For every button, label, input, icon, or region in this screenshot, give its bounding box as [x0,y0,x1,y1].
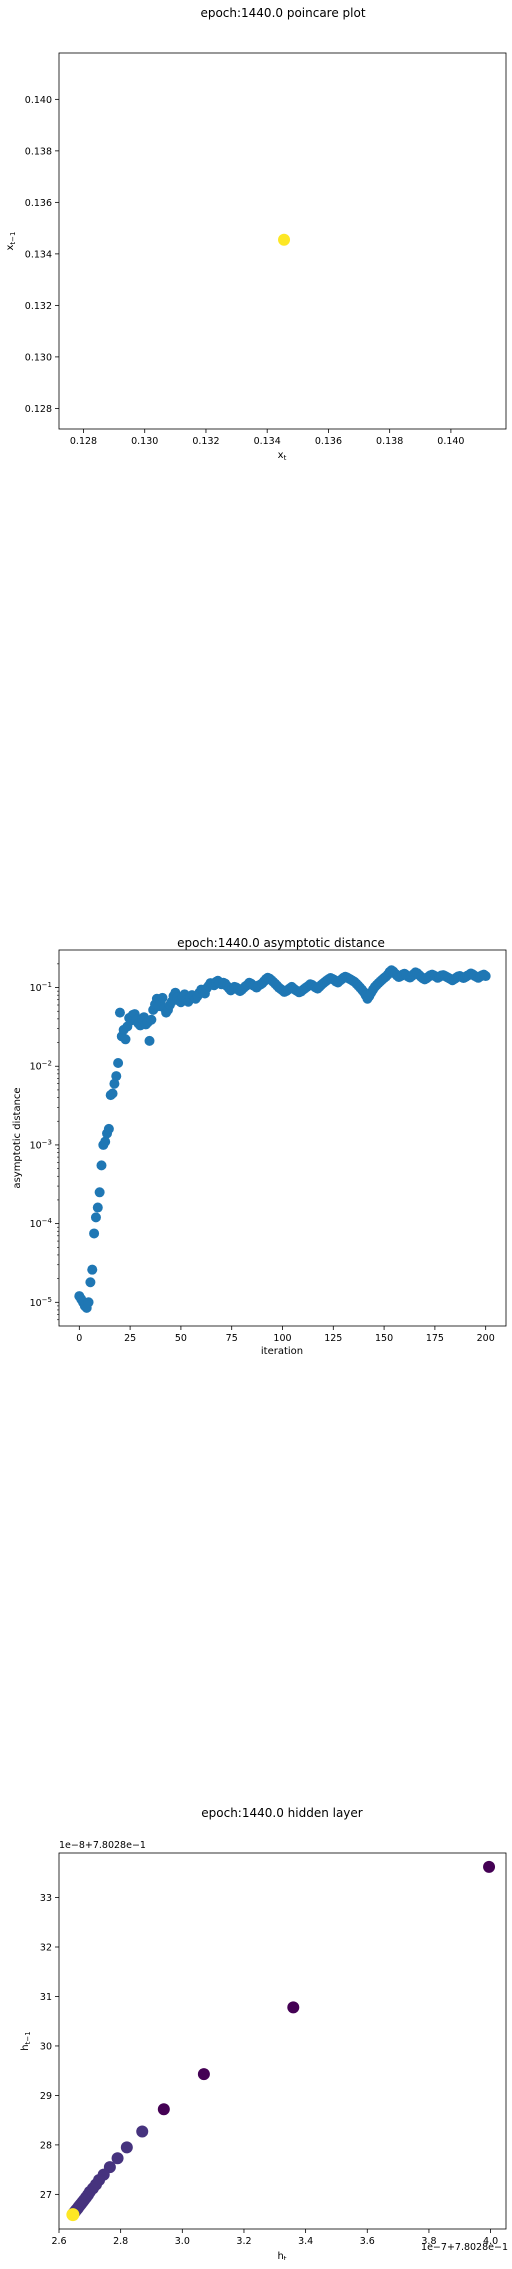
asymptotic-x-tick-label: 150 [375,1333,393,1344]
asymptotic-x-label: iteration [261,1346,303,1357]
poincare-y-tick-label: 0.140 [25,95,52,106]
poincare-y-tick-label: 0.132 [25,301,52,312]
hidden-point [483,1860,496,1873]
hidden-x-tick-label: 2.6 [51,2236,66,2247]
poincare-x-tick-label: 0.134 [254,436,281,447]
asymptotic-point [146,1014,157,1025]
asymptotic-point [85,1277,96,1288]
asymptotic-point [109,1078,120,1089]
hidden-y-tick-label: 31 [40,1992,52,2003]
asymptotic-point [144,1035,155,1046]
poincare-x-label: xt [278,450,287,462]
poincare-y-tick-label: 0.136 [25,198,52,209]
hidden-final-point [66,2208,80,2222]
poincare-point [278,233,291,246]
asymptotic-y-tick-label: 10−5 [30,1296,52,1309]
asymptotic-point [100,1136,111,1147]
asymptotic-point [120,1034,131,1045]
hidden-x-tick-label: 3.2 [236,2236,251,2247]
hidden-point [136,2125,149,2138]
asymptotic-x-tick-label: 50 [175,1333,187,1344]
hidden-y-tick-label: 30 [40,2041,52,2052]
asymptotic-point [103,1123,114,1134]
hidden-layer-chart: epoch:1440.0 hidden layer 1e−8+7.8028e−1… [20,1806,508,2260]
asymptotic-y-tick-label: 10−2 [30,1060,52,1073]
asymptotic-x-ticks: 0 25 50 75 100 125 150 175 200 [76,1326,495,1344]
hidden-x-tick-label: 3.8 [421,2236,436,2247]
hidden-point [120,2141,133,2154]
asymptotic-distance-title: epoch:1440.0 asymptotic distance [177,936,385,950]
asymptotic-x-tick-label: 25 [124,1333,136,1344]
hidden-x-tick-label: 2.8 [113,2236,128,2247]
poincare-plot-chart: epoch:1440.0 poincare plot 0.128 0.130 0.1… [5,6,507,462]
hidden-x-tick-label: 3.0 [175,2236,190,2247]
asymptotic-point [96,1160,107,1171]
poincare-x-tick-label: 0.130 [131,436,158,447]
asymptotic-point [111,1071,122,1082]
hidden-point [157,2103,170,2116]
asymptotic-points [74,965,491,1313]
hidden-layer-y-offset: 1e−8+7.8028e−1 [59,1840,146,1851]
asymptotic-y-tick-label: 10−4 [30,1217,53,1230]
hidden-y-ticks: 27 28 29 30 31 32 33 [40,1893,59,2201]
poincare-y-tick-label: 0.138 [25,146,52,157]
asymptotic-point [480,971,491,982]
poincare-x-ticks: 0.128 0.130 0.132 0.134 0.136 0.138 0.140 [70,429,464,447]
poincare-y-tick-label: 0.128 [25,404,52,415]
asymptotic-point [83,1297,94,1308]
poincare-x-tick-label: 0.136 [315,436,342,447]
hidden-y-tick-label: 29 [40,2091,52,2102]
hidden-x-tick-label: 3.4 [298,2236,313,2247]
hidden-layer-title: epoch:1440.0 hidden layer [201,1806,363,1820]
hidden-x-tick-label: 4.0 [483,2236,498,2247]
poincare-x-tick-label: 0.138 [376,436,403,447]
hidden-x-label: ht [277,2251,286,2260]
poincare-x-tick-label: 0.140 [437,436,464,447]
poincare-plot-title: epoch:1440.0 poincare plot [200,6,365,20]
hidden-point [287,2001,300,2014]
hidden-y-label: ht−1 [20,2031,32,2050]
asymptotic-y-tick-label: 10−3 [30,1138,52,1151]
asymptotic-point [90,1212,101,1223]
hidden-y-tick-label: 33 [40,1893,52,1904]
asymptotic-distance-chart: epoch:1440.0 asymptotic distance 0 25 50 75… [12,936,507,1357]
asymptotic-x-tick-label: 175 [426,1333,444,1344]
poincare-y-label: xt−1 [5,232,17,251]
poincare-y-tick-label: 0.130 [25,352,52,363]
hidden-x-ticks: 2.6 2.8 3.0 3.2 3.4 3.6 3.8 4.0 [51,2229,498,2247]
poincare-y-tick-label: 0.134 [25,249,52,260]
asymptotic-y-ticks: 10−5 10−4 10−3 10−2 10−1 [30,963,59,1321]
poincare-y-ticks: 0.128 0.130 0.132 0.134 0.136 0.138 0.140 [25,95,59,415]
hidden-point [197,2068,210,2081]
asymptotic-x-tick-label: 75 [226,1333,238,1344]
asymptotic-point [157,992,168,1003]
hidden-y-tick-label: 28 [40,2140,52,2151]
hidden-y-tick-label: 27 [40,2190,52,2201]
poincare-axes-frame [58,52,507,430]
asymptotic-axes-frame [58,949,507,1327]
hidden-points [66,1860,496,2222]
asymptotic-point [113,1057,124,1068]
poincare-x-tick-label: 0.132 [192,436,219,447]
hidden-axes-frame [58,1852,507,2230]
asymptotic-y-label: asymptotic distance [12,1087,23,1188]
poincare-points [278,233,291,246]
hidden-point [111,2152,124,2165]
poincare-x-tick-label: 0.128 [70,436,97,447]
asymptotic-x-tick-label: 125 [324,1333,342,1344]
asymptotic-point [89,1228,100,1239]
asymptotic-point [92,1202,103,1213]
asymptotic-x-tick-label: 200 [477,1333,495,1344]
hidden-layer-x-offset: 1e−7+7.8028e−1 [421,2242,508,2253]
asymptotic-x-tick-label: 100 [273,1333,291,1344]
asymptotic-x-tick-label: 0 [76,1333,82,1344]
hidden-y-tick-label: 32 [40,1943,52,1954]
asymptotic-point [87,1264,98,1275]
asymptotic-point [107,1088,118,1099]
asymptotic-point [94,1187,105,1198]
asymptotic-point [114,1007,125,1018]
hidden-x-tick-label: 3.6 [360,2236,375,2247]
asymptotic-y-tick-label: 10−1 [30,981,52,994]
